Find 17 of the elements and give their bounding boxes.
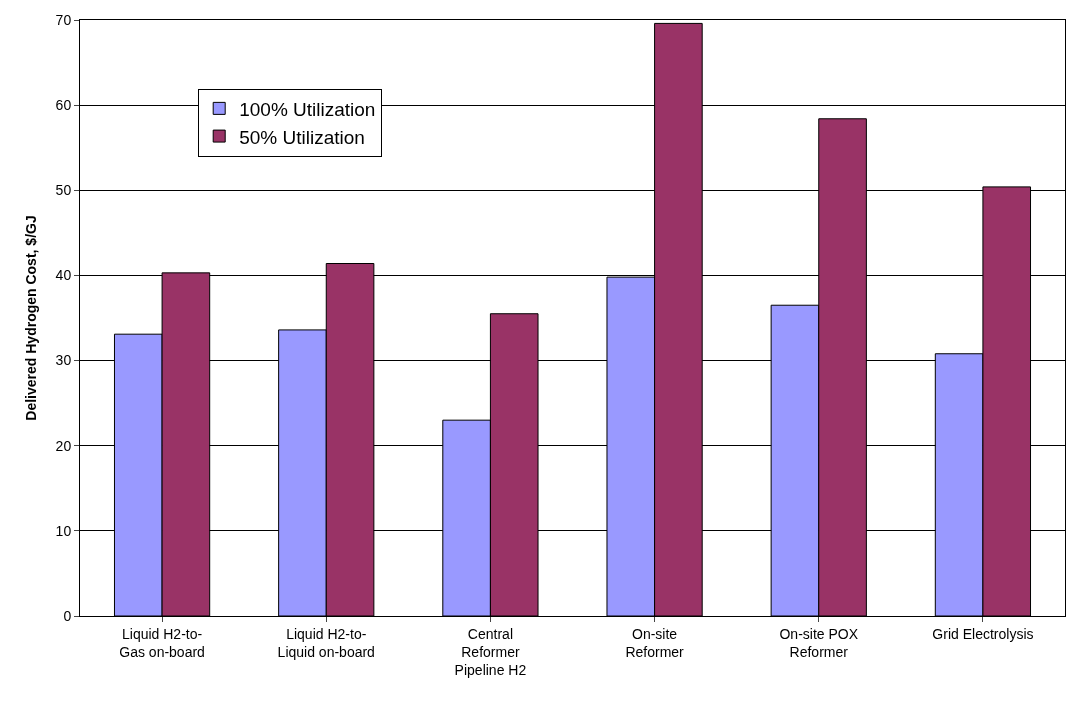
y-tick-label: 30 [55, 352, 72, 369]
legend-label: 50% Utilization [239, 126, 365, 148]
x-tick-label: On-site POX Reformer [779, 625, 859, 660]
x-tick-label: Central Reformer Pipeline H2 [454, 625, 527, 679]
x-tick-label: Grid Electrolysis [932, 625, 1034, 642]
y-axis-title: Delivered Hydrogen Cost, $/GJ [23, 215, 40, 421]
y-tick-label: 60 [55, 97, 72, 114]
x-tick-label: Liquid H2-to- Gas on-board [119, 625, 205, 660]
x-tick-label: Liquid H2-to- Liquid on-board [277, 625, 375, 660]
x-tick-label: On-site Reformer [625, 625, 685, 660]
y-tick-label: 40 [55, 267, 72, 284]
y-tick-label: 10 [55, 522, 72, 539]
y-tick-label: 70 [55, 11, 72, 28]
legend-label: 100% Utilization [239, 98, 376, 120]
y-tick-label: 50 [55, 182, 72, 199]
y-tick-label: 0 [63, 607, 72, 624]
y-tick-label: 20 [55, 437, 72, 454]
